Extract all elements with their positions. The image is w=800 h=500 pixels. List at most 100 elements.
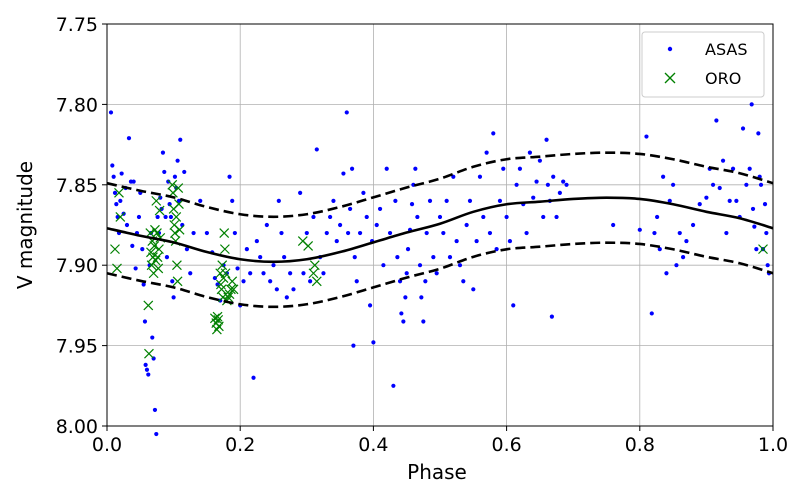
asas-point (352, 255, 357, 260)
asas-point (308, 279, 313, 284)
asas-point (284, 295, 289, 300)
asas-point (188, 271, 193, 276)
oro-points (110, 179, 768, 359)
asas-point (421, 319, 426, 324)
asas-point (124, 222, 130, 228)
oro-point (152, 252, 163, 263)
asas-point (164, 255, 170, 260)
asas-point (704, 195, 709, 200)
asas-point (491, 131, 496, 136)
asas-point (677, 230, 682, 236)
asas-point (667, 198, 672, 203)
asas-point (517, 166, 523, 171)
asas-point (395, 255, 400, 260)
asas-point (561, 179, 566, 184)
asas-point (434, 271, 439, 276)
asas-point (514, 182, 519, 187)
asas-point (727, 198, 732, 203)
x-tick-label: 0.2 (225, 434, 255, 456)
asas-point (357, 230, 363, 236)
asas-point (334, 238, 339, 244)
asas-point (749, 102, 754, 107)
oro-point (154, 244, 164, 255)
asas-point (182, 169, 187, 175)
asas-point (752, 224, 757, 229)
asas-point (328, 214, 333, 220)
asas-point (724, 230, 729, 236)
asas-point (564, 182, 569, 187)
asas-point (611, 222, 616, 228)
asas-point (441, 230, 446, 236)
dashed-envelope-curve (106, 241, 774, 309)
asas-point (655, 214, 660, 220)
asas-point (160, 150, 166, 155)
asas-point (765, 263, 770, 268)
asas-point (461, 279, 466, 284)
asas-point (254, 238, 259, 244)
asas-point (744, 182, 749, 187)
asas-point (291, 287, 296, 292)
oro-point (216, 284, 227, 295)
asas-point (431, 255, 436, 260)
asas-point (331, 198, 336, 203)
asas-point (764, 230, 769, 236)
asas-point (230, 198, 235, 203)
asas-point (762, 201, 768, 207)
asas-point (557, 190, 562, 195)
asas-point (154, 431, 159, 437)
asas-point (345, 230, 351, 236)
asas-point (146, 372, 151, 377)
asas-point (537, 158, 543, 163)
asas-point (311, 214, 316, 220)
asas-point (367, 303, 373, 308)
oro-point (303, 240, 314, 251)
x-tick-label: 0.0 (92, 434, 122, 456)
asas-point (477, 174, 483, 179)
axes-frame (106, 23, 774, 427)
asas-point (387, 230, 393, 236)
asas-point (554, 214, 559, 220)
oro-point (227, 276, 238, 287)
asas-point (730, 166, 736, 171)
asas-point (314, 147, 319, 152)
asas-point (391, 383, 396, 388)
asas-point (258, 255, 263, 260)
asas-point (551, 174, 556, 179)
asas-point (720, 158, 726, 163)
asas-point (637, 227, 642, 232)
oro-point (154, 205, 165, 216)
oro-point (758, 244, 768, 255)
asas-point (684, 238, 689, 244)
asas-point (674, 263, 679, 268)
asas-point (347, 206, 353, 212)
asas-point (119, 171, 124, 176)
oro-point (172, 260, 182, 271)
asas-point (232, 230, 237, 236)
y-axis-title: V magnitude (13, 161, 37, 289)
asas-point (494, 247, 499, 252)
asas-point (279, 230, 284, 236)
dashed-envelope-curve (106, 151, 774, 219)
asas-point (110, 163, 115, 168)
oro-point (143, 300, 154, 311)
asas-point (524, 230, 529, 236)
asas-point (541, 214, 546, 220)
asas-point (341, 171, 346, 176)
oro-point (213, 321, 224, 332)
asas-point (403, 295, 408, 300)
asas-point (549, 314, 554, 319)
asas-point (282, 255, 287, 260)
asas-point (444, 198, 449, 203)
asas-point (545, 182, 550, 187)
asas-point (487, 230, 493, 236)
asas-point (471, 287, 476, 292)
oro-point (217, 260, 228, 271)
asas-point (175, 158, 180, 163)
asas-point (437, 214, 443, 220)
asas-point (464, 222, 469, 228)
legend: ASAS ORO (641, 31, 765, 98)
asas-point (484, 150, 489, 155)
asas-point (271, 263, 276, 268)
asas-point (644, 134, 649, 139)
